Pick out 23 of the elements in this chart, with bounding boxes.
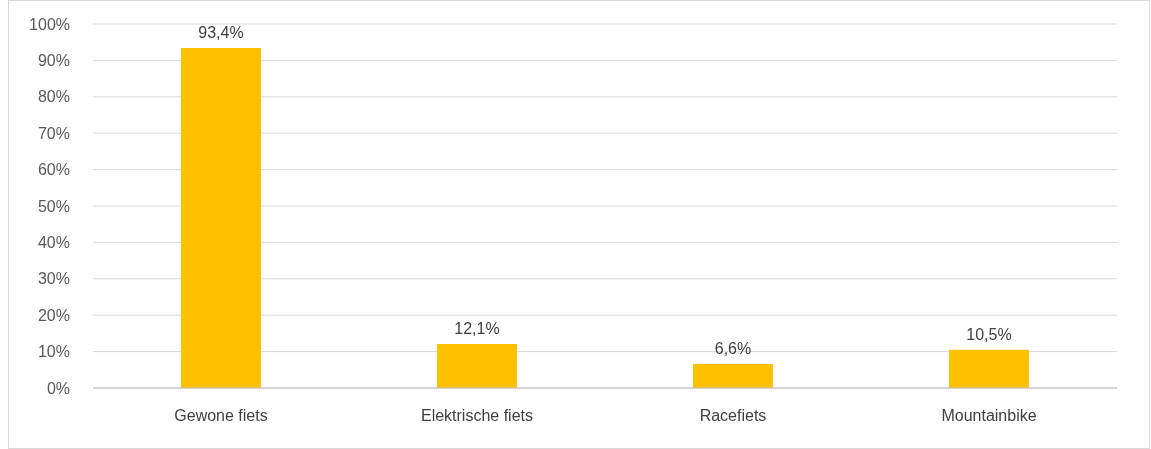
y-tick-label: 80% xyxy=(37,88,70,106)
bar xyxy=(693,363,773,388)
bar xyxy=(949,349,1029,388)
y-tick-label: 40% xyxy=(37,234,70,251)
y-tick-label: 0% xyxy=(46,379,70,397)
y-tick-label: 50% xyxy=(37,197,70,215)
data-label: 6,6% xyxy=(714,339,752,357)
x-tick-label: Gewone fiets xyxy=(174,407,268,424)
data-label: 10,5% xyxy=(966,325,1012,343)
y-tick-label: 60% xyxy=(37,161,70,179)
data-label: 93,4% xyxy=(198,24,244,42)
x-tick-label: Racefiets xyxy=(699,407,767,424)
y-tick-label: 10% xyxy=(37,343,70,361)
y-tick-label: 90% xyxy=(37,52,70,69)
y-tick-label: 70% xyxy=(37,124,70,142)
y-tick-label: 100% xyxy=(29,15,70,33)
y-tick-label: 30% xyxy=(37,270,70,288)
data-label: 12,1% xyxy=(454,319,500,337)
bar xyxy=(181,48,261,388)
y-tick-label: 20% xyxy=(37,306,70,324)
x-tick-label: Elektrische fiets xyxy=(420,407,534,424)
bar xyxy=(437,343,517,388)
x-tick-label: Mountainbike xyxy=(941,407,1037,424)
